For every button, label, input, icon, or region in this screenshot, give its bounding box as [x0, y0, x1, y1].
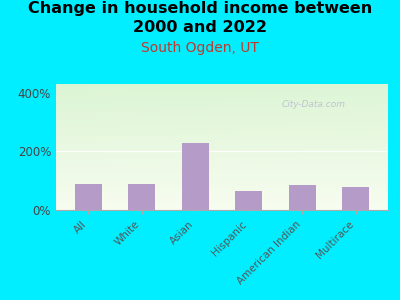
Bar — [342, 187, 369, 210]
Bar — [182, 142, 209, 210]
Text: City-Data.com: City-Data.com — [282, 100, 346, 109]
Bar — [75, 184, 102, 210]
Bar — [235, 191, 262, 210]
Bar — [289, 184, 316, 210]
Text: South Ogden, UT: South Ogden, UT — [141, 41, 259, 56]
Text: 2000 and 2022: 2000 and 2022 — [133, 20, 267, 34]
Bar — [128, 184, 155, 210]
Text: Change in household income between: Change in household income between — [28, 2, 372, 16]
